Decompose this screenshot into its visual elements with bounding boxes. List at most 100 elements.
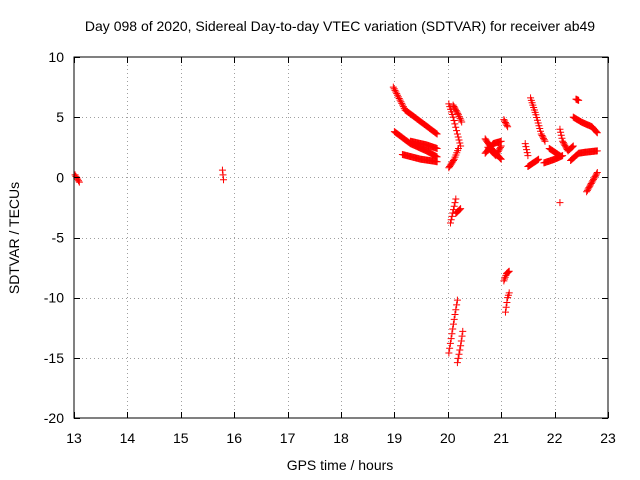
data-point-marker <box>432 129 440 137</box>
data-point-marker <box>453 301 461 309</box>
data-point-marker <box>457 116 465 124</box>
data-point-marker <box>557 131 565 139</box>
data-point-marker <box>537 130 545 138</box>
data-point-marker <box>533 156 541 164</box>
data-point-marker <box>455 206 463 214</box>
data-point-marker <box>451 199 459 207</box>
y-tick-label: 0 <box>56 169 64 185</box>
data-point-marker <box>452 123 460 131</box>
data-point-marker <box>455 136 463 144</box>
data-point-marker <box>390 85 398 93</box>
data-point-marker <box>393 90 401 98</box>
data-point-marker <box>218 166 226 174</box>
data-point-marker <box>456 114 464 122</box>
data-point-marker <box>535 155 543 163</box>
data-point-marker <box>556 125 564 133</box>
data-point-marker <box>454 133 462 141</box>
data-point-marker <box>593 129 601 137</box>
data-point-marker <box>459 327 467 335</box>
data-point-marker <box>504 268 512 276</box>
y-tick-label: 10 <box>48 49 64 65</box>
data-point-marker <box>592 127 600 135</box>
data-point-marker <box>450 117 458 125</box>
data-point-marker <box>449 156 457 164</box>
chart-title: Day 098 of 2020, Sidereal Day-to-day VTE… <box>85 18 595 34</box>
data-point-marker <box>502 120 510 128</box>
data-point-marker <box>394 91 402 99</box>
data-point-marker <box>522 143 530 151</box>
x-tick-label: 17 <box>280 430 296 446</box>
data-point-marker <box>220 176 228 184</box>
data-point-marker <box>75 178 83 186</box>
data-point-marker <box>503 298 511 306</box>
x-tick-label: 15 <box>173 430 189 446</box>
data-point-marker <box>541 137 549 145</box>
data-point-marker <box>455 113 463 121</box>
y-tick-label: -20 <box>44 410 64 426</box>
data-point-marker <box>449 113 457 121</box>
data-point-marker <box>496 154 504 162</box>
data-point-marker <box>454 144 462 152</box>
data-points <box>71 83 601 367</box>
x-tick-label: 21 <box>493 430 509 446</box>
data-point-marker <box>569 142 577 150</box>
data-point-marker <box>446 344 454 352</box>
data-point-marker <box>538 131 546 139</box>
data-point-marker <box>431 129 439 137</box>
data-point-marker <box>501 275 509 283</box>
x-tick-label: 23 <box>600 430 616 446</box>
data-point-marker <box>448 330 456 338</box>
data-point-marker <box>501 308 509 316</box>
data-point-marker <box>558 134 566 142</box>
data-point-marker <box>399 101 407 109</box>
data-point-marker <box>505 289 513 297</box>
data-point-marker <box>501 273 509 281</box>
data-point-marker <box>523 146 531 154</box>
data-point-marker <box>557 128 565 136</box>
data-point-marker <box>458 118 466 126</box>
data-point-marker <box>395 95 403 103</box>
x-tick-label: 22 <box>547 430 563 446</box>
y-tick-label: -15 <box>44 350 64 366</box>
data-point-marker <box>457 337 465 345</box>
axis-ticks: 13 14 15 16 17 18 19 20 21 22 23 -20 -15 -10 -5 0 5 10 <box>44 49 616 446</box>
data-point-marker <box>521 140 529 148</box>
x-tick-label: 18 <box>333 430 349 446</box>
data-point-marker <box>451 120 459 128</box>
x-tick-label: 16 <box>226 430 242 446</box>
data-point-marker <box>219 171 227 179</box>
y-axis-label: SDTVAR / TECUs <box>6 182 22 294</box>
y-tick-label: 5 <box>56 109 64 125</box>
data-point-marker <box>568 143 576 151</box>
data-point-marker <box>453 296 461 304</box>
data-point-marker <box>74 177 82 185</box>
data-point-marker <box>447 216 455 224</box>
data-point-marker <box>449 206 457 214</box>
data-point-marker <box>501 118 509 126</box>
data-point-marker <box>453 127 461 135</box>
data-point-marker <box>396 96 404 104</box>
data-point-marker <box>394 93 402 101</box>
data-point-marker <box>398 99 406 107</box>
data-point-marker <box>593 128 601 136</box>
data-point-marker <box>593 170 601 178</box>
data-point-marker <box>391 86 399 94</box>
data-point-marker <box>497 155 505 163</box>
data-point-marker <box>458 332 466 340</box>
data-point-marker <box>452 195 460 203</box>
data-point-marker <box>556 152 564 160</box>
x-tick-label: 19 <box>387 430 403 446</box>
data-point-marker <box>433 144 441 152</box>
data-point-marker <box>399 103 407 111</box>
data-point-marker <box>453 359 461 367</box>
data-point-marker <box>448 212 456 220</box>
data-point-marker <box>454 354 462 362</box>
data-point-marker <box>445 349 453 357</box>
data-point-marker <box>450 315 458 323</box>
data-point-marker <box>534 156 542 164</box>
data-point-marker <box>74 175 82 183</box>
data-point-marker <box>593 169 601 177</box>
data-point-marker <box>433 130 441 138</box>
